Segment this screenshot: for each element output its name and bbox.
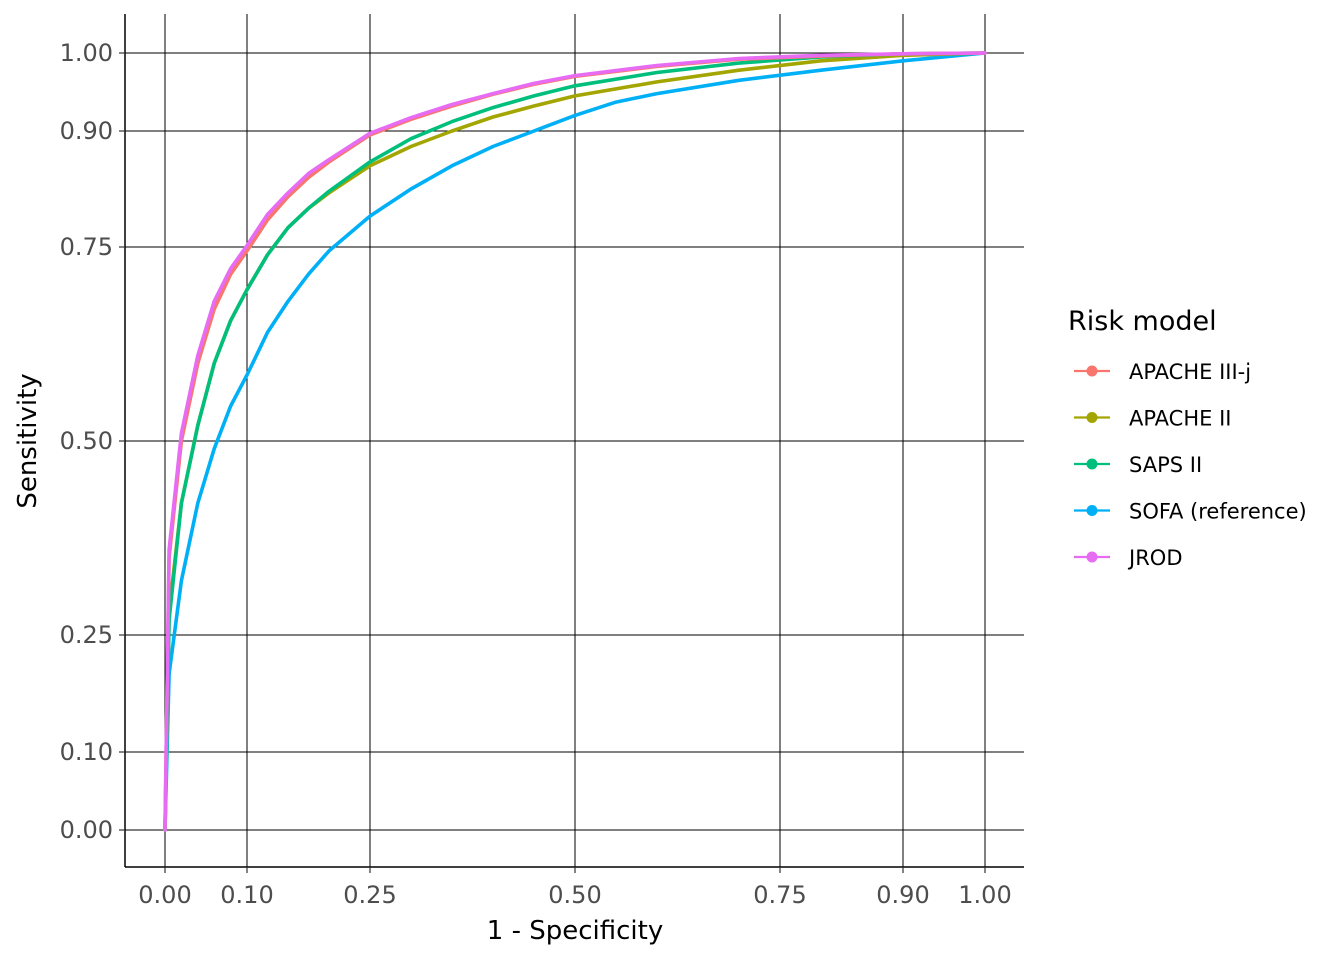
legend-item-saps-ii: SAPS II (1074, 453, 1202, 477)
y-tick-labels: 0.00 0.10 0.25 0.50 0.75 0.90 1.00 (60, 39, 125, 844)
legend-item-jrod: JROD (1074, 546, 1182, 570)
y-tick-label: 0.00 (60, 816, 113, 844)
legend-label: APACHE II (1129, 407, 1231, 431)
x-tick-label: 0.75 (753, 881, 806, 909)
x-tick-label: 1.00 (958, 881, 1011, 909)
series-lines (163, 51, 987, 832)
x-tick-labels: 0.00 0.10 0.25 0.50 0.75 0.90 1.00 (138, 867, 1012, 909)
x-tick-label: 0.00 (138, 881, 191, 909)
legend-key-point (1086, 551, 1098, 563)
legend-key-point (1086, 365, 1098, 377)
y-tick-label: 0.75 (60, 233, 113, 261)
y-tick-label: 0.90 (60, 117, 113, 145)
y-axis-title: Sensitivity (13, 373, 43, 508)
legend-label: SAPS II (1129, 453, 1202, 477)
legend-item-apache-ii: APACHE II (1074, 407, 1231, 431)
x-tick-label: 0.10 (220, 881, 273, 909)
legend: Risk model APACHE III-j APACHE II SAPS II S… (1068, 306, 1307, 570)
gridlines (125, 14, 1024, 867)
series-line-sofa-reference (163, 51, 987, 832)
x-tick-label: 0.50 (548, 881, 601, 909)
y-tick-label: 1.00 (60, 39, 113, 67)
series-line-saps-ii (163, 51, 987, 832)
legend-title: Risk model (1068, 306, 1217, 337)
series-line-jrod (163, 51, 987, 832)
legend-label: APACHE III-j (1129, 360, 1251, 384)
y-tick-label: 0.50 (60, 427, 113, 455)
legend-item-apache-iii-j: APACHE III-j (1074, 360, 1251, 384)
legend-label: JROD (1127, 546, 1182, 570)
legend-key-point (1086, 458, 1098, 470)
x-tick-label: 0.90 (876, 881, 929, 909)
x-tick-label: 0.25 (343, 881, 396, 909)
legend-key-point (1086, 505, 1098, 516)
legend-item-sofa-reference: SOFA (reference) (1074, 500, 1307, 524)
x-axis-title: 1 - Specificity (487, 916, 663, 946)
y-tick-label: 0.25 (60, 621, 113, 649)
legend-key-point (1086, 412, 1098, 423)
y-tick-label: 0.10 (60, 738, 113, 766)
legend-label: SOFA (reference) (1129, 500, 1307, 524)
